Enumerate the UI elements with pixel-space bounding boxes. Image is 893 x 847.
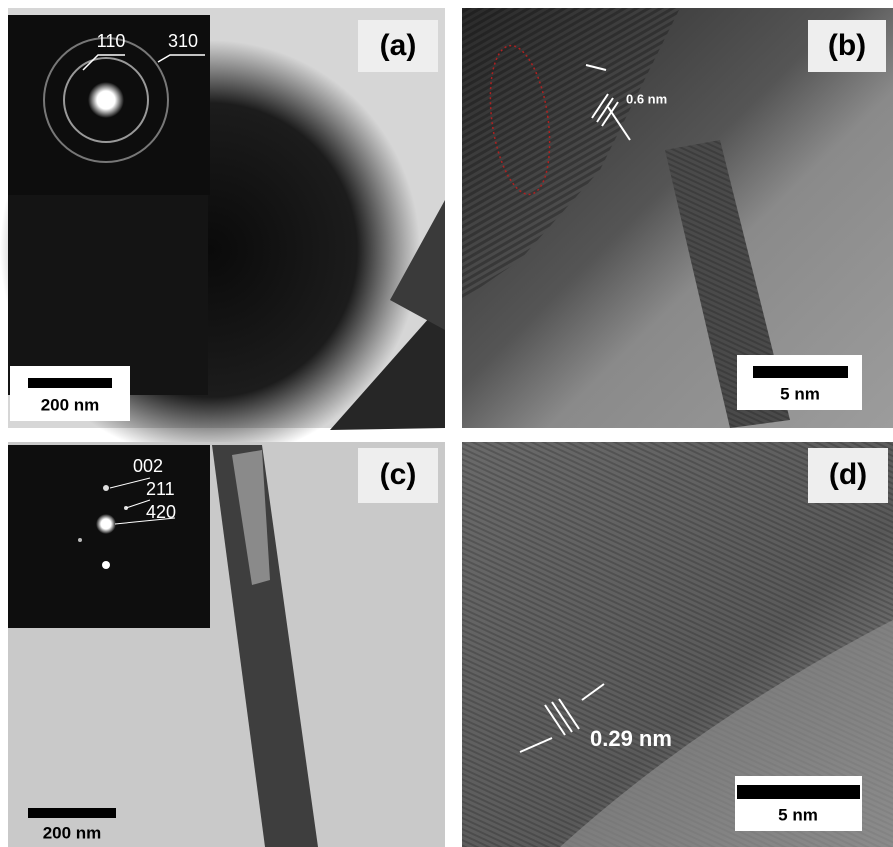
- panel-d: 0.29 nm (d) 5 nm: [462, 442, 893, 847]
- panel-a: 110 310 (a) 200 nm: [0, 8, 445, 460]
- panel-b: 0.6 nm (b) 5 nm: [462, 8, 893, 428]
- figure: 110 310 (a) 200 nm 0.6 nm (b) 5 nm: [0, 0, 893, 847]
- inset-label: 310: [168, 31, 198, 51]
- scale-bar-label: 5 nm: [778, 805, 818, 824]
- panel-label: (c): [380, 458, 417, 491]
- lattice-annotation: 0.29 nm: [590, 726, 672, 751]
- scale-bar-label: 5 nm: [780, 384, 820, 403]
- panel-label: (d): [829, 458, 867, 491]
- scale-bar-label: 200 nm: [43, 823, 102, 842]
- lattice-annotation: 0.6 nm: [626, 91, 667, 106]
- inset-label: 420: [146, 502, 176, 522]
- panel-label: (a): [380, 29, 417, 62]
- inset-label: 002: [133, 456, 163, 476]
- panel-label: (b): [828, 29, 866, 62]
- scale-bar-label: 200 nm: [41, 395, 100, 414]
- panel-c: 002 211 420 (c) 200 nm: [8, 442, 445, 847]
- inset-label: 110: [97, 31, 126, 51]
- inset-label: 211: [146, 479, 175, 499]
